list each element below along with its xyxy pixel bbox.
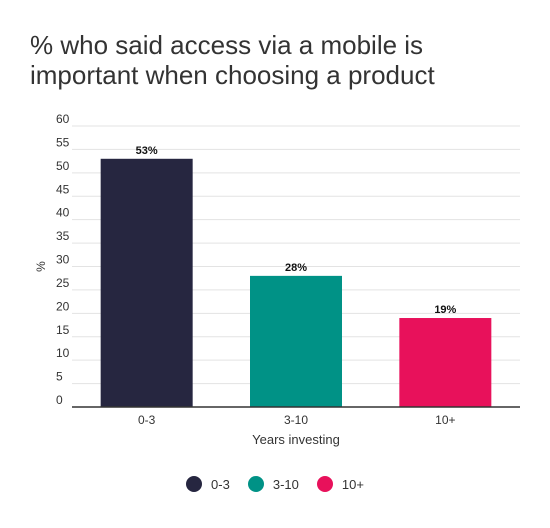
chart-title: % who said access via a mobile is import… — [30, 30, 435, 90]
y-tick-label: 45 — [56, 182, 70, 196]
data-labels: 53% 28% 19% — [136, 145, 457, 316]
data-label: 19% — [434, 304, 456, 316]
y-tick-label: 20 — [56, 299, 70, 313]
legend-swatch — [186, 476, 203, 492]
y-tick-label: 5 — [56, 370, 63, 384]
y-tick-label: 40 — [56, 206, 70, 220]
legend-label: 0-3 — [211, 476, 230, 492]
y-tick-label: 0 — [56, 393, 63, 407]
legend-label: 10+ — [341, 476, 364, 492]
y-tick-label: 25 — [56, 276, 70, 290]
bar-0-3 — [100, 158, 193, 407]
y-tick-label: 30 — [56, 253, 70, 267]
legend-label: 3-10 — [272, 476, 299, 492]
legend-swatch — [316, 476, 333, 492]
y-axis-label: % — [34, 261, 48, 272]
y-tick-label: 60 — [56, 112, 70, 126]
y-tick-label: 50 — [56, 159, 70, 173]
legend-item: 0-3 — [186, 476, 230, 492]
legend-item: 3-10 — [247, 476, 299, 492]
bar-10+ — [399, 318, 492, 407]
data-label: 53% — [136, 145, 158, 157]
x-axis-ticks: 0-3 3-10 10+ — [138, 413, 456, 427]
legend-swatch — [247, 476, 264, 492]
bar-3-10 — [250, 275, 342, 407]
legend-item: 10+ — [316, 476, 364, 492]
x-tick-label: 3-10 — [284, 413, 308, 427]
x-tick-label: 10+ — [435, 413, 455, 427]
x-tick-label: 0-3 — [138, 413, 156, 427]
legend: 0-3 3-10 10+ — [0, 476, 550, 492]
bars — [100, 158, 492, 407]
y-tick-label: 55 — [56, 135, 70, 149]
y-tick-label: 10 — [56, 346, 70, 360]
x-axis-label: Years investing — [252, 432, 340, 447]
bar-chart: 0 5 10 15 20 25 30 35 40 45 50 55 60 53% 28% 19% 0-3 3-… — [34, 112, 520, 447]
y-axis-ticks: 0 5 10 15 20 25 30 35 40 45 50 55 60 — [56, 112, 70, 407]
y-tick-label: 15 — [56, 323, 70, 337]
data-label: 28% — [285, 262, 307, 274]
y-tick-label: 35 — [56, 229, 70, 243]
